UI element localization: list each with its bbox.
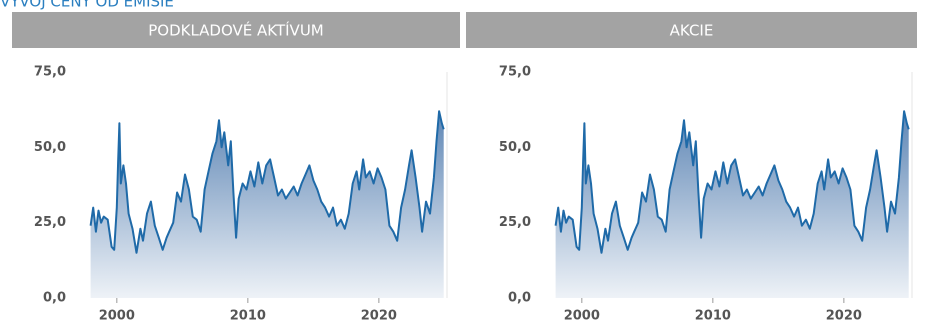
panel-title: PODKLADOVÉ AKTÍVUM bbox=[148, 21, 324, 40]
line bbox=[89, 110, 445, 254]
y-tick-label: 75,0 bbox=[34, 65, 66, 80]
page-heading: VÝVOJ CENY OD EMISIE bbox=[0, 0, 174, 11]
x-tick-label: 2010 bbox=[695, 309, 731, 324]
panel-header bbox=[466, 12, 917, 48]
y-tick-label: 50,0 bbox=[499, 140, 531, 155]
x-tick-label: 2000 bbox=[99, 309, 135, 324]
y-tick-label: 75,0 bbox=[499, 65, 531, 80]
x-tick-label: 2000 bbox=[564, 309, 600, 324]
y-tick-label: 0,0 bbox=[508, 291, 531, 306]
x-tick-label: 2020 bbox=[826, 309, 862, 324]
y-tick-label: 25,0 bbox=[34, 215, 66, 230]
panel-header bbox=[12, 12, 460, 48]
area bbox=[90, 111, 444, 298]
area bbox=[555, 111, 909, 298]
x-tick-label: 2010 bbox=[230, 309, 266, 324]
y-tick-label: 50,0 bbox=[34, 140, 66, 155]
x-tick-label: 2020 bbox=[361, 309, 397, 324]
panel-title: AKCIE bbox=[670, 22, 714, 40]
y-tick-label: 0,0 bbox=[43, 291, 66, 306]
line bbox=[554, 110, 910, 254]
y-tick-label: 25,0 bbox=[499, 215, 531, 230]
